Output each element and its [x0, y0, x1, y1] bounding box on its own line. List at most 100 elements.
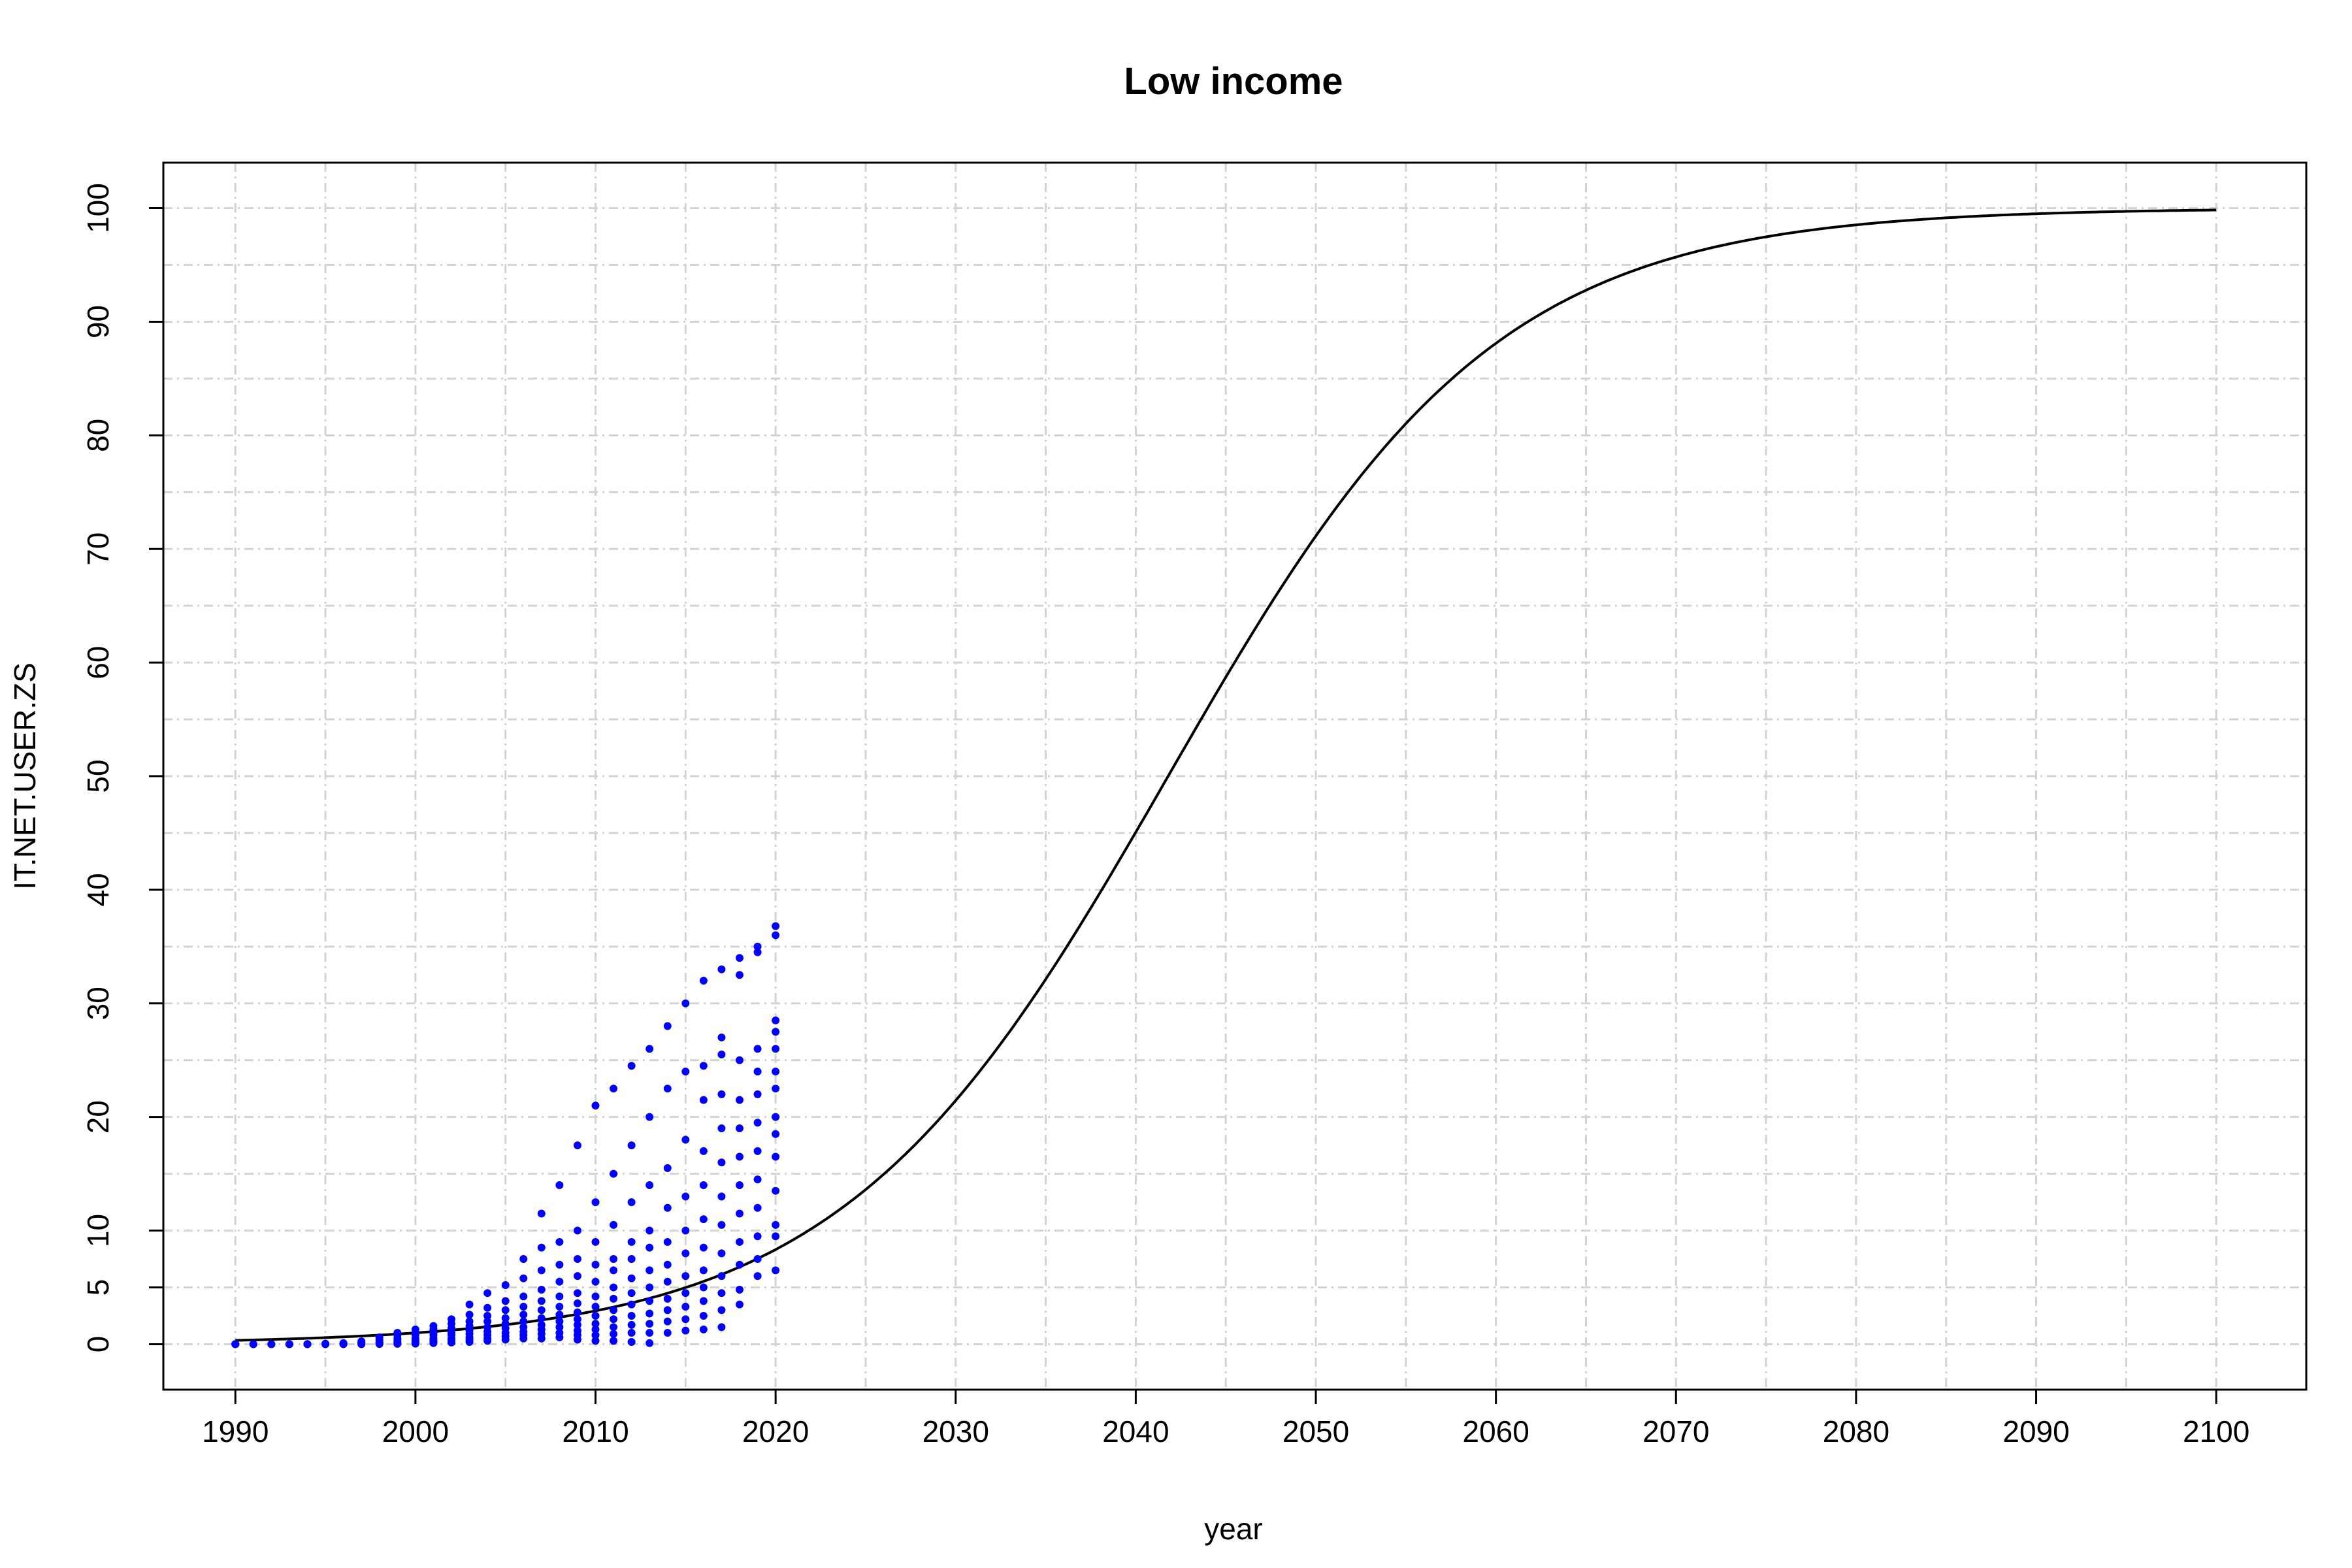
data-point-2010-8	[591, 1260, 600, 1269]
data-point-2012-0	[627, 1337, 636, 1346]
data-point-2005-8	[501, 1281, 510, 1290]
data-point-2008-7	[555, 1277, 564, 1286]
x-tick-label-2070: 2070	[1642, 1414, 1709, 1448]
data-point-2018-6	[736, 1152, 744, 1161]
data-point-2006-9	[519, 1255, 528, 1264]
data-point-2016-8	[699, 1147, 708, 1155]
fitted-curve	[235, 208, 2217, 1342]
data-point-2018-4	[736, 1209, 744, 1218]
data-point-2014-4	[663, 1277, 672, 1286]
data-point-2009-4	[573, 1315, 581, 1324]
x-axis-label: year	[1204, 1512, 1262, 1546]
data-point-2010-10	[591, 1198, 600, 1207]
data-point-2014-10	[663, 1022, 672, 1030]
data-point-2013-11	[645, 1045, 654, 1053]
data-point-2009-6	[573, 1299, 581, 1307]
data-point-2008-9	[555, 1237, 564, 1246]
data-point-2015-7	[681, 1192, 690, 1201]
data-point-2003-6	[465, 1317, 474, 1326]
grid-layer	[163, 163, 2306, 1390]
data-point-2013-9	[645, 1181, 654, 1189]
data-point-2020-11	[772, 1016, 780, 1024]
data-point-2013-10	[645, 1113, 654, 1121]
data-point-2011-0	[610, 1337, 618, 1345]
data-point-2002-7	[448, 1315, 456, 1324]
data-point-2020-9	[772, 1045, 780, 1053]
data-point-2012-10	[627, 1141, 636, 1150]
data-point-2015-10	[681, 999, 690, 1007]
data-point-2011-6	[610, 1283, 618, 1292]
data-point-2020-12	[772, 931, 780, 939]
x-tick-label-1990: 1990	[202, 1414, 269, 1448]
data-point-2016-6	[699, 1215, 708, 1224]
data-point-2011-10	[610, 1169, 618, 1178]
data-point-2016-10	[699, 1062, 708, 1070]
data-point-2013-1	[645, 1329, 654, 1337]
data-point-2016-3	[699, 1283, 708, 1292]
data-point-2015-4	[681, 1272, 690, 1281]
y-tick-label-10: 10	[81, 1214, 115, 1247]
data-point-2019-7	[753, 1090, 762, 1098]
data-point-2014-5	[663, 1260, 672, 1269]
data-point-2015-0	[681, 1326, 690, 1335]
x-tick-label-2030: 2030	[923, 1414, 989, 1448]
curve-layer	[235, 208, 2217, 1342]
x-tick-label-2100: 2100	[2183, 1414, 2249, 1448]
data-point-2008-6	[555, 1292, 564, 1301]
data-point-2013-5	[645, 1283, 654, 1292]
data-point-2017-6	[717, 1192, 726, 1201]
data-point-2010-11	[591, 1102, 600, 1110]
data-point-2013-2	[645, 1320, 654, 1328]
data-point-2010-4	[591, 1311, 600, 1320]
data-point-2006-7	[519, 1292, 528, 1301]
y-axis-label: IT.NET.USER.ZS	[8, 662, 42, 890]
data-point-2015-9	[681, 1068, 690, 1076]
data-point-2017-10	[717, 1051, 726, 1059]
data-point-2017-3	[717, 1272, 726, 1281]
data-point-2018-3	[736, 1237, 744, 1246]
data-point-2017-11	[717, 1033, 726, 1041]
data-point-2006-8	[519, 1274, 528, 1282]
data-point-2017-4	[717, 1249, 726, 1258]
data-point-2012-8	[627, 1237, 636, 1246]
data-point-2011-2	[610, 1323, 618, 1331]
data-point-2006-4	[519, 1317, 528, 1326]
data-point-2012-11	[627, 1062, 636, 1070]
data-point-2015-6	[681, 1226, 690, 1235]
data-point-2012-6	[627, 1274, 636, 1282]
data-point-2018-2	[736, 1260, 744, 1269]
data-point-1990-3	[231, 1340, 240, 1348]
data-point-2000-7	[411, 1325, 419, 1333]
data-point-2017-2	[717, 1289, 726, 1298]
data-point-2006-5	[519, 1311, 528, 1319]
data-point-2011-1	[610, 1330, 618, 1338]
x-tick-label-2080: 2080	[1823, 1414, 1889, 1448]
data-point-2004-7	[483, 1303, 492, 1312]
data-point-2019-2	[753, 1232, 762, 1241]
data-point-2009-7	[573, 1289, 581, 1298]
y-tick-label-40: 40	[81, 873, 115, 906]
data-point-2005-5	[501, 1314, 510, 1322]
data-point-2020-7	[772, 1085, 780, 1093]
data-point-2010-7	[591, 1277, 600, 1286]
data-point-2009-5	[573, 1308, 581, 1316]
data-point-2018-0	[736, 1300, 744, 1309]
data-point-2017-7	[717, 1158, 726, 1167]
data-point-1996-3	[339, 1339, 348, 1347]
data-point-2012-9	[627, 1198, 636, 1207]
y-tick-label-80: 80	[81, 419, 115, 452]
data-point-2008-8	[555, 1260, 564, 1269]
data-point-2020-1	[772, 1232, 780, 1241]
data-point-2011-3	[610, 1315, 618, 1324]
y-tick-label-50: 50	[81, 759, 115, 792]
data-point-2012-2	[627, 1320, 636, 1329]
data-point-2009-10	[573, 1226, 581, 1235]
data-point-2011-5	[610, 1294, 618, 1303]
data-point-1994-2	[303, 1340, 312, 1348]
data-point-2007-6	[537, 1297, 546, 1305]
data-point-2007-9	[537, 1243, 546, 1252]
data-point-2013-4	[645, 1297, 654, 1305]
data-point-2008-3	[555, 1317, 564, 1326]
points-layer	[231, 922, 780, 1348]
